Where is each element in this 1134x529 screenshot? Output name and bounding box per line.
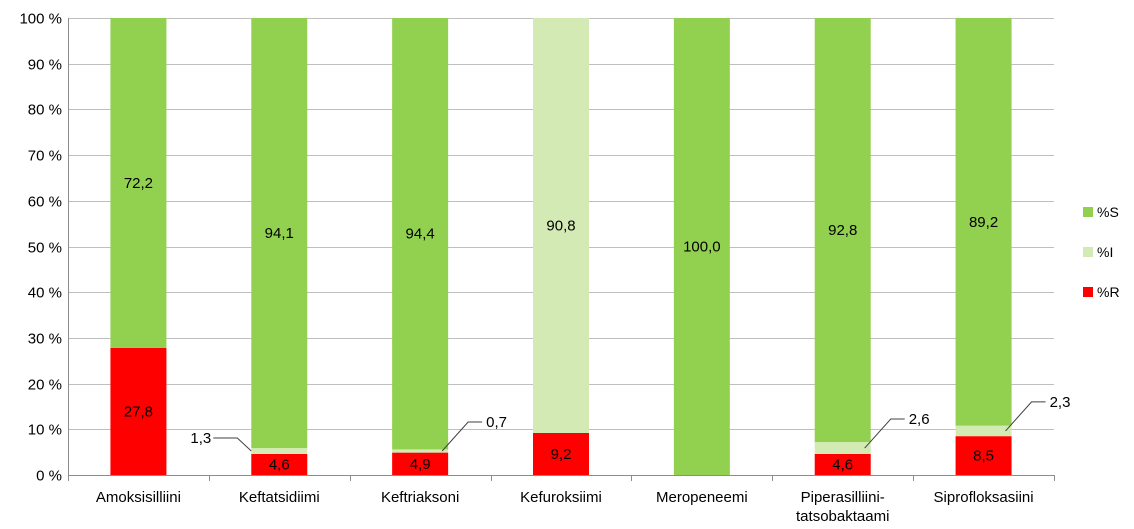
bar-segment	[955, 18, 1012, 426]
data-label: 2,6	[909, 411, 930, 428]
y-tick-label: 0 %	[36, 468, 62, 485]
data-label: 90,8	[546, 217, 575, 234]
x-tick-label-line: Keftriaksoni	[381, 489, 459, 506]
callout-leader-line	[213, 437, 252, 452]
y-tick-label: 60 %	[28, 194, 62, 211]
data-label: 1,3	[190, 430, 211, 447]
bar-segment	[110, 347, 167, 475]
x-tick-label-line: Keftatsidiimi	[239, 489, 320, 506]
data-label-callouts: 1,3 0,7 2,6 2,3	[190, 394, 1071, 452]
y-tick-label: 80 %	[28, 102, 62, 119]
legend: %S %I %R	[1083, 204, 1120, 300]
x-tick-label: Meropeneemi	[656, 489, 748, 506]
bar-segment	[392, 452, 449, 475]
y-axis-tick-labels: 0 % 10 % 20 % 30 % 40 % 50 % 60 % 70 % 80 % 90 % 1…	[19, 11, 62, 485]
y-tick-label: 100 %	[19, 11, 62, 28]
callout-leader-line	[864, 418, 905, 449]
x-tick-label-line: Amoksisilliini	[96, 489, 181, 506]
data-label: 9,2	[551, 446, 572, 463]
y-tick-label: 70 %	[28, 148, 62, 165]
x-tick-label: Siprofloksasiini	[934, 489, 1034, 506]
bar-segment	[251, 18, 308, 449]
legend-swatch	[1083, 247, 1093, 257]
legend-label: %S	[1097, 204, 1119, 220]
data-label: 94,1	[265, 225, 294, 242]
bar-segment	[533, 18, 589, 433]
callout-leader-line	[441, 421, 483, 452]
x-tick-label: Amoksisilliini	[96, 489, 181, 506]
bar-segment	[955, 425, 1012, 437]
bar-segment	[110, 18, 167, 348]
x-tick-label: Keftriaksoni	[381, 489, 459, 506]
y-tick-label: 40 %	[28, 285, 62, 302]
bar-segment	[955, 436, 1012, 475]
bar-segment	[251, 453, 308, 475]
x-tick-label-line: tatsobaktaami	[796, 508, 889, 525]
y-tick-label: 10 %	[28, 422, 62, 439]
x-tick-label: Keftatsidiimi	[239, 489, 320, 506]
bars: 27,8 72,2 4,6 94,1 4,9 94,4 9,2 90,8 100,0 4,6 92,…	[110, 18, 1012, 475]
data-label: 4,6	[269, 456, 290, 473]
data-label: 4,9	[410, 456, 431, 473]
x-tick-label-line: Piperasilliini-	[801, 489, 885, 506]
y-tick-label: 90 %	[28, 57, 62, 74]
data-label: 94,4	[406, 226, 435, 243]
data-label: 8,5	[973, 448, 994, 465]
bar-segment	[673, 18, 730, 475]
x-tick-label-line: Kefuroksiimi	[520, 489, 602, 506]
data-label: 27,8	[124, 403, 153, 420]
legend-swatch	[1083, 207, 1093, 217]
legend-label: %R	[1097, 284, 1120, 300]
legend-swatch	[1083, 287, 1093, 297]
x-tick-label-line: Siprofloksasiini	[934, 489, 1034, 506]
bar-segment	[392, 449, 449, 453]
y-tick-label: 20 %	[28, 377, 62, 394]
bar-segment	[251, 448, 308, 454]
data-label: 92,8	[828, 222, 857, 239]
x-tick-label: Kefuroksiimi	[520, 489, 602, 506]
data-label: 89,2	[969, 214, 998, 231]
x-tick-label-line: Meropeneemi	[656, 489, 748, 506]
y-tick-label: 30 %	[28, 331, 62, 348]
bar-segment	[814, 453, 871, 475]
bar-segment	[533, 432, 589, 475]
bar-segment	[392, 18, 449, 450]
data-label: 72,2	[124, 175, 153, 192]
legend-label: %I	[1097, 244, 1113, 260]
data-label: 2,3	[1050, 394, 1071, 411]
data-label: 4,6	[832, 456, 853, 473]
y-tick-label: 50 %	[28, 240, 62, 257]
callout-leader-line	[1005, 401, 1046, 432]
bar-segment	[814, 18, 871, 443]
data-label: 0,7	[486, 414, 507, 431]
bar-segment	[814, 442, 871, 454]
data-label: 100,0	[683, 239, 721, 256]
x-axis: Amoksisilliini Keftatsidiimi Keftriaksoni K…	[68, 18, 1055, 525]
x-tick-label: Piperasilliini-tatsobaktaami	[796, 489, 889, 525]
